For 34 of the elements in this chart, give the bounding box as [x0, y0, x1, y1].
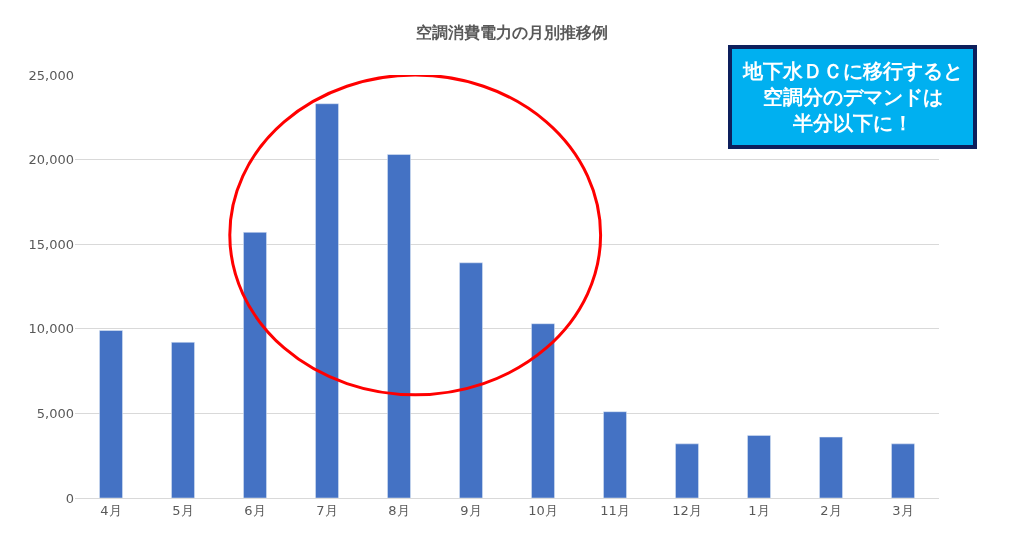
bar: [891, 443, 915, 498]
annotation: 地下水ＤＣに移行すると: [742, 59, 963, 83]
y-tick-label: 20,000: [28, 152, 74, 168]
x-tick-label: 5月: [172, 502, 194, 518]
x-tick-label: 11月: [600, 502, 630, 518]
bar: [171, 342, 195, 498]
x-tick-label: 7月: [316, 502, 338, 518]
x-tick-label: 12月: [672, 502, 702, 518]
x-tick-label: 4月: [100, 502, 122, 518]
bar: [315, 103, 339, 498]
y-tick-label: 15,000: [28, 236, 74, 252]
chart-title: 空調消費電力の月別推移例: [416, 23, 608, 43]
bar: [531, 323, 555, 498]
annotation: 空調分のデマンドは: [763, 85, 943, 109]
y-tick-label: 10,000: [28, 321, 74, 337]
bar: [747, 435, 771, 498]
bar: [243, 232, 267, 498]
x-tick-label: 9月: [460, 502, 482, 518]
bar: [603, 411, 627, 498]
bar: [459, 262, 483, 498]
y-tick-label: 0: [65, 490, 74, 506]
x-tick-label: 6月: [244, 502, 266, 518]
x-tick-label: 10月: [528, 502, 558, 518]
bar: [675, 443, 699, 498]
x-tick-label: 1月: [748, 502, 770, 518]
bar: [387, 154, 411, 498]
x-tick-label: 8月: [388, 502, 410, 518]
x-tick-label: 3月: [892, 502, 914, 518]
bar: [99, 330, 123, 498]
y-tick-label: 5,000: [36, 405, 74, 421]
bar: [819, 436, 843, 498]
x-tick-label: 2月: [820, 502, 842, 518]
y-tick-label: 25,000: [28, 67, 74, 83]
annotation: 半分以下に！: [792, 111, 913, 135]
